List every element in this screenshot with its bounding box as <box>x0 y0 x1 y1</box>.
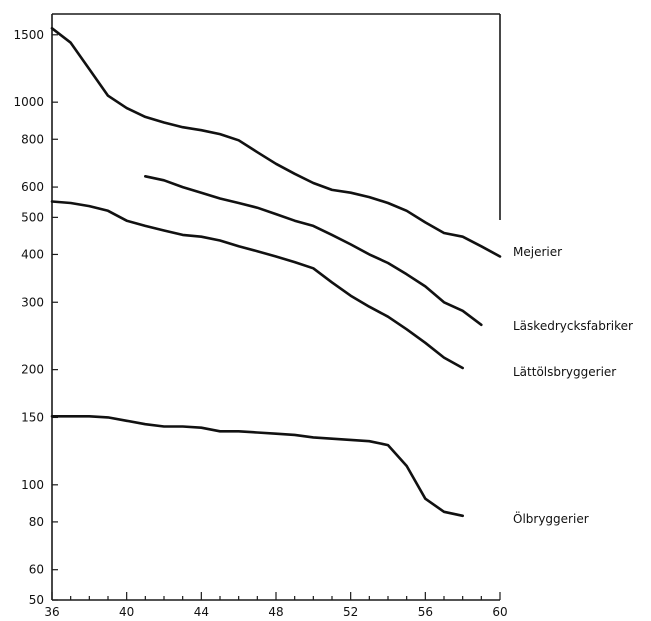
series-labels: Mejerier Läskedrycksfabriker Lättölsbrygge… <box>513 245 633 526</box>
x-tick-label: 52 <box>343 605 358 619</box>
series-line--lbryggerier <box>50 414 465 518</box>
series-line-l-skedrycksfabriker <box>144 175 483 327</box>
series-label-mejerier: Mejerier <box>513 245 562 259</box>
y-tick-label: 150 <box>21 410 44 424</box>
y-tick-label: 500 <box>21 210 44 224</box>
y-tick-label: 600 <box>21 180 44 194</box>
series-layer <box>50 26 502 518</box>
y-tick-label: 800 <box>21 132 44 146</box>
x-tick-label: 60 <box>492 605 507 619</box>
y-tick-label: 80 <box>29 515 44 529</box>
y-tick-label: 50 <box>29 593 44 607</box>
series-label-l-skedrycksfabriker: Läskedrycksfabriker <box>513 319 633 333</box>
x-tick-label: 40 <box>119 605 134 619</box>
y-tick-label: 200 <box>21 363 44 377</box>
series-line-mejerier <box>50 26 502 258</box>
series-label--lbryggerier: Ölbryggerier <box>513 510 589 526</box>
x-axis: 36 40 44 48 52 56 60 <box>44 592 508 619</box>
y-tick-label: 400 <box>21 247 44 261</box>
series-label-l-tt-lsbryggerier: Lättölsbryggerier <box>513 365 616 379</box>
y-tick-label: 300 <box>21 295 44 309</box>
y-tick-label: 1000 <box>13 95 44 109</box>
x-tick-label: 44 <box>194 605 209 619</box>
x-tick-label: 48 <box>268 605 283 619</box>
y-axis: 50 60 80 100 150 200 300 400 500 600 800 1000 1500 <box>13 28 58 607</box>
series-line-l-tt-lsbryggerier <box>50 200 465 370</box>
x-tick-label: 56 <box>418 605 433 619</box>
x-tick-label: 36 <box>44 605 59 619</box>
y-tick-label: 60 <box>29 563 44 577</box>
y-tick-label: 1500 <box>13 28 44 42</box>
y-tick-label: 100 <box>21 478 44 492</box>
